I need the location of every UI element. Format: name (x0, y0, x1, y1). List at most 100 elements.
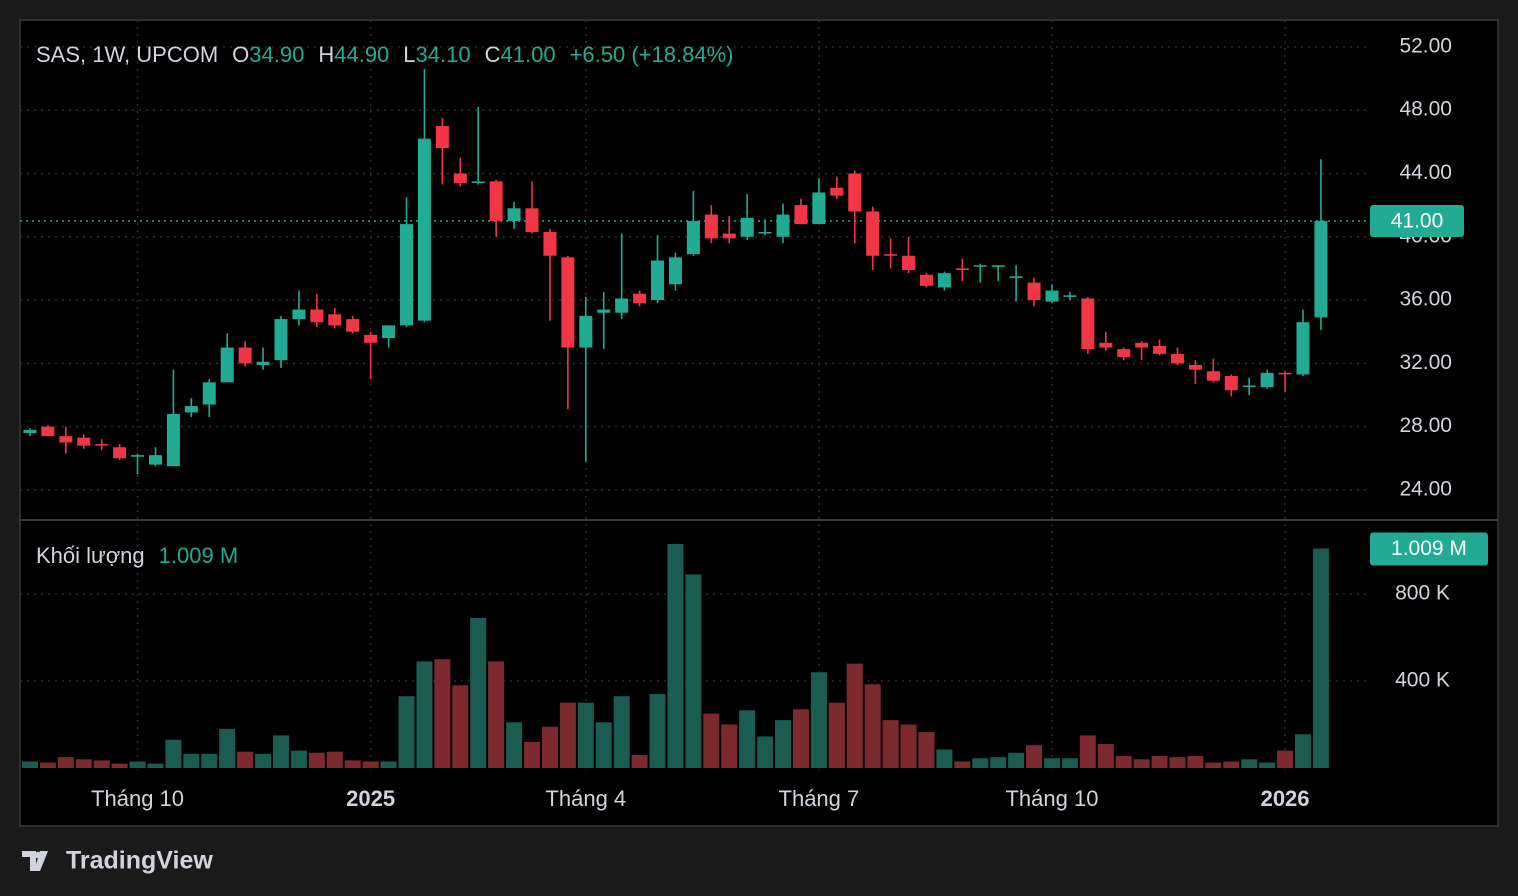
volume-bar (936, 749, 953, 768)
candle-body (561, 257, 575, 348)
volume-bar (165, 739, 182, 768)
candle-body (1117, 349, 1131, 358)
candle-body (758, 232, 772, 234)
volume-bar (1151, 756, 1168, 768)
volume-bar (685, 574, 702, 768)
candle-body (507, 208, 521, 221)
volume-bar (577, 702, 594, 768)
candle-body (543, 232, 557, 256)
y-tick-label: 36.00 (1399, 288, 1452, 311)
candle-body (902, 255, 916, 270)
candle-body (1081, 298, 1095, 350)
volume-bar (1169, 757, 1186, 768)
x-tick-label: 2026 (1261, 786, 1310, 811)
volume-bar (147, 763, 164, 768)
ohlc-key: L (403, 42, 415, 67)
volume-bar (541, 726, 558, 768)
volume-value: 1.009 M (159, 543, 239, 568)
volume-bar (972, 758, 989, 768)
volume-bar (129, 761, 146, 768)
volume-title: Khối lượng (36, 543, 145, 568)
candle-body (686, 220, 700, 255)
candle-body (615, 298, 629, 313)
chart-frame (19, 19, 1499, 827)
candle-body (937, 273, 951, 288)
candle-body (722, 233, 736, 239)
logo (22, 851, 48, 871)
candle-body (830, 187, 844, 196)
candle-body (23, 429, 37, 433)
legend: SAS, 1W, UPCOM O34.90 H44.90 L34.10 C41.00 +6… (36, 42, 733, 67)
volume-bar (524, 741, 541, 768)
volume-bar (900, 724, 917, 768)
volume-bar (613, 696, 630, 768)
volume-bar (362, 761, 379, 768)
volume-bar (1259, 762, 1276, 768)
volume-bar (1277, 750, 1294, 768)
ohlc-key: C (485, 42, 501, 67)
candle-body (579, 315, 593, 348)
change: +6.50 (+18.84%) (570, 42, 734, 67)
y-tick-label: 32.00 (1399, 351, 1452, 374)
candle-body (973, 265, 987, 267)
candle-body (1224, 376, 1238, 391)
candle-body (435, 126, 449, 149)
symbol: SAS, 1W, UPCOM (36, 42, 218, 67)
volume-bar (1223, 761, 1240, 768)
candle-body (489, 181, 503, 221)
candle-body (740, 217, 754, 237)
candle-body (884, 254, 898, 256)
ohlc-value: 44.90 (334, 42, 389, 67)
candle-body (597, 309, 611, 313)
candle-body (955, 268, 969, 270)
y-tick-label: 44.00 (1399, 161, 1452, 184)
candle-body (1278, 372, 1292, 375)
volume-bar (990, 757, 1007, 768)
y-tick-label: 48.00 (1399, 98, 1452, 121)
volume-bar (1294, 734, 1311, 768)
candle-body (1314, 220, 1328, 318)
candle-body (471, 181, 485, 183)
brand: TradingView (66, 847, 213, 875)
y-tick-label: 24.00 (1399, 477, 1452, 500)
candle-body (364, 334, 378, 343)
volume-bar (506, 722, 523, 768)
candle-body (991, 265, 1005, 267)
volume-bar (416, 661, 433, 768)
volume-bar (398, 696, 415, 768)
candle-body (633, 293, 647, 304)
volume-bar (326, 751, 343, 768)
volume-bar (1008, 752, 1025, 768)
volume-tick-label: 400 K (1395, 669, 1450, 692)
candle-body (525, 208, 539, 233)
volume-bar (595, 722, 612, 768)
volume-bar (75, 759, 92, 768)
ohlc-key: O (232, 42, 249, 67)
candle-body (166, 413, 180, 467)
candle-body (382, 325, 396, 339)
volume-bar (757, 736, 774, 768)
volume-bar (308, 752, 325, 768)
volume-bar (954, 761, 971, 768)
candle-body (202, 382, 216, 405)
x-tick-label: Tháng 7 (779, 786, 860, 811)
volume-bar (721, 724, 738, 768)
candle-body (95, 444, 109, 446)
volume-bar (918, 732, 935, 768)
grid (20, 20, 1370, 770)
candle-body (220, 347, 234, 383)
candle-body (651, 260, 665, 301)
candle-body (274, 319, 288, 361)
volume-last-label: 1.009 M (1391, 537, 1467, 560)
volume-bar (667, 543, 684, 768)
volume-bar (649, 694, 666, 768)
volume-bar (864, 684, 881, 768)
x-tick-label: Tháng 10 (91, 786, 184, 811)
candle-body (1045, 290, 1059, 302)
candle-body (346, 319, 360, 332)
volume-bar (703, 713, 720, 768)
ohlc-key: H (318, 42, 334, 67)
candle-body (848, 173, 862, 212)
volume-bar (344, 760, 361, 768)
candle-body (1188, 364, 1202, 370)
